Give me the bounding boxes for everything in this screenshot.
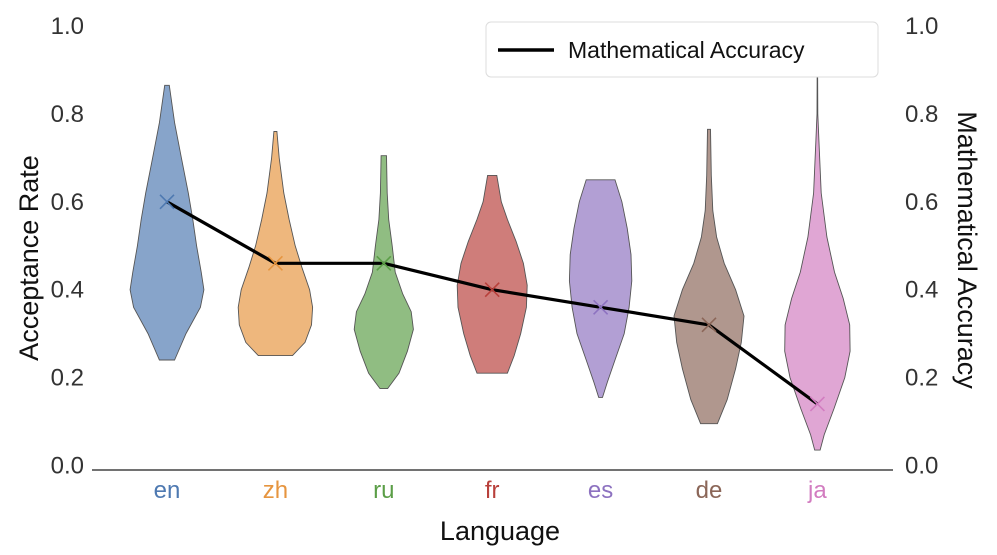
x-axis-title: Language [440, 516, 560, 546]
legend-label: Mathematical Accuracy [568, 37, 805, 63]
violin-fr [456, 174, 528, 374]
right-y-axis-title: Mathematical Accuracy [952, 111, 982, 389]
right-y-tick-label: 0.0 [905, 453, 938, 480]
left-y-tick-label: 0.8 [51, 101, 84, 128]
x-tick-label-ja: ja [807, 477, 827, 504]
legend: Mathematical Accuracy [485, 21, 879, 78]
left-y-ticks: 0.0 0.2 0.4 0.6 0.8 1.0 [51, 13, 84, 480]
left-y-tick-label: 0.0 [51, 453, 84, 480]
right-y-tick-label: 0.2 [905, 365, 938, 392]
legend-box [485, 21, 879, 78]
left-y-tick-label: 0.6 [51, 189, 84, 216]
x-tick-label-es: es [588, 477, 613, 504]
violin-ja [784, 65, 851, 451]
left-y-axis-title: Acceptance Rate [14, 155, 44, 361]
violin-ru [353, 155, 414, 390]
x-tick-label-zh: zh [263, 477, 288, 504]
x-tick-label-de: de [696, 477, 723, 504]
violin-en [129, 84, 205, 361]
right-y-tick-label: 0.4 [905, 277, 938, 304]
x-tick-label-en: en [154, 477, 181, 504]
right-y-tick-label: 1.0 [905, 13, 938, 40]
left-y-tick-label: 0.2 [51, 365, 84, 392]
accuracy-marker-en [159, 194, 175, 210]
violin-de [673, 128, 745, 425]
accuracy-marker-de [701, 317, 717, 333]
accuracy-marker-es [593, 299, 609, 315]
violin-es [568, 179, 633, 398]
right-y-tick-label: 0.6 [905, 189, 938, 216]
accuracy-line-group [159, 194, 825, 412]
left-y-tick-label: 1.0 [51, 13, 84, 40]
accuracy-marker-ru [376, 255, 392, 271]
accuracy-marker-ja [809, 396, 825, 412]
violin-zh [237, 131, 314, 357]
x-ticks: en zh ru fr es de ja [154, 477, 828, 504]
left-y-tick-label: 0.4 [51, 277, 84, 304]
accuracy-marker-fr [484, 282, 500, 298]
violin-group [129, 65, 851, 451]
right-y-ticks: 0.0 0.2 0.4 0.6 0.8 1.0 [905, 13, 938, 480]
accuracy-marker-zh [267, 255, 283, 271]
right-y-tick-label: 0.8 [905, 101, 938, 128]
x-tick-label-ru: ru [373, 477, 394, 504]
x-tick-label-fr: fr [485, 477, 500, 504]
